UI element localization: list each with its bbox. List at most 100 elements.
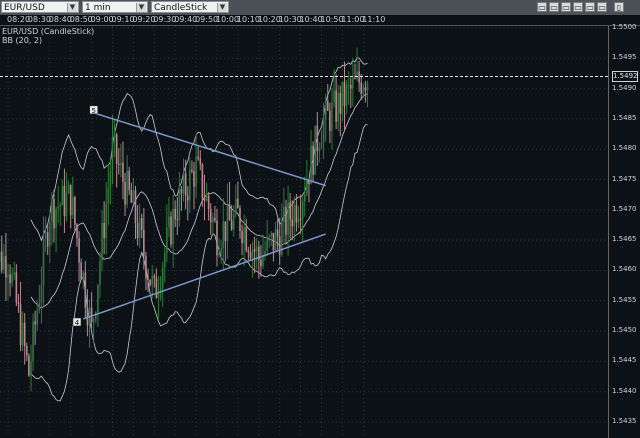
candle-body <box>53 198 55 229</box>
candle-body <box>107 187 110 204</box>
candle-body <box>113 134 116 138</box>
candle-body <box>228 204 231 221</box>
candle-body <box>67 184 70 194</box>
lower-point-marker-label: 4 <box>75 319 80 327</box>
candle-body <box>86 307 89 326</box>
x-tick-label: 09:30 <box>153 15 177 24</box>
y-tick-label: 1.5470 <box>612 204 637 213</box>
candle-body <box>354 77 356 79</box>
candle-body <box>65 193 68 217</box>
candle-body <box>349 84 352 89</box>
candle-body <box>23 322 26 347</box>
candle-body <box>318 148 321 152</box>
candle-body <box>303 194 306 202</box>
candle-body <box>337 92 340 122</box>
candle-body <box>147 278 149 280</box>
candle-body <box>34 321 36 325</box>
candle-body <box>157 293 160 298</box>
candle-body <box>253 249 256 252</box>
candle-body <box>312 145 314 175</box>
y-tick-label: 1.5495 <box>612 53 637 62</box>
candle-body <box>105 203 108 239</box>
candle-body <box>38 302 41 311</box>
candle-body <box>324 101 327 120</box>
candle-body <box>243 227 245 244</box>
candle-body <box>7 274 9 278</box>
candle-body <box>364 87 367 91</box>
window-button-2[interactable]: ▭ <box>549 2 559 12</box>
candle-body <box>193 171 195 187</box>
candle-body <box>132 190 135 203</box>
candle-body <box>205 195 208 201</box>
candle-body <box>49 221 51 247</box>
candle-body <box>310 145 312 185</box>
candle-body <box>301 201 304 219</box>
candle-body <box>40 285 43 303</box>
candle-body <box>199 158 202 165</box>
legend-symbol: EUR/USD (CandleStick) <box>2 27 95 36</box>
x-tick-label: 10:20 <box>257 15 281 24</box>
candle-body <box>0 251 3 270</box>
chart-type-dropdown[interactable]: CandleStick ▼ <box>151 1 229 13</box>
candle-body <box>262 255 264 267</box>
chart-grid <box>0 26 608 438</box>
candle-body <box>201 164 204 199</box>
window-button-4[interactable]: ▭ <box>573 2 583 12</box>
candle-body <box>251 249 254 258</box>
candle-body <box>195 156 197 187</box>
candle-body <box>92 318 95 322</box>
candle-body <box>352 77 354 89</box>
candle-body <box>358 71 360 83</box>
candle-body <box>306 180 308 195</box>
window-button-6[interactable]: ▭ <box>597 2 607 12</box>
candle-body <box>17 302 20 305</box>
candle-body <box>26 346 28 356</box>
timeframe-dropdown[interactable]: 1 min ▼ <box>82 1 148 13</box>
candle-body <box>314 125 317 175</box>
candle-body <box>285 207 287 235</box>
candle-body <box>270 232 273 237</box>
window-button-3[interactable]: ▭ <box>561 2 571 12</box>
chevron-down-icon[interactable]: ▼ <box>67 3 77 12</box>
candle-body <box>15 272 18 303</box>
symbol-dropdown[interactable]: EUR/USD ▼ <box>1 1 79 13</box>
candle-body <box>249 252 252 258</box>
candle-body <box>245 227 248 251</box>
chevron-down-icon[interactable]: ▼ <box>217 3 227 12</box>
candle-body <box>197 156 199 159</box>
candle-body <box>203 198 206 201</box>
candle-body <box>176 219 179 221</box>
candle-body <box>362 87 365 94</box>
candle-body <box>339 92 342 114</box>
candle-body <box>180 189 183 194</box>
chevron-down-icon[interactable]: ▼ <box>136 3 146 12</box>
candle-body <box>130 190 133 203</box>
price-chart[interactable]: 54 <box>0 26 608 438</box>
candle-body <box>326 101 329 111</box>
time-axis: 08:20 08:30 08:40 08:50 09:00 09:10 09:20 09:30… <box>0 15 640 26</box>
window-button-1[interactable]: ▭ <box>537 2 547 12</box>
y-tick-label: 1.5440 <box>612 386 637 395</box>
candle-body <box>42 239 45 286</box>
candle-body <box>168 216 170 228</box>
window-button-7[interactable]: ▯ <box>614 2 624 12</box>
candle-body <box>3 255 5 270</box>
bollinger-bands <box>30 57 368 402</box>
candle-body <box>214 217 216 221</box>
candle-body <box>347 84 350 86</box>
candle-body <box>36 310 39 325</box>
candle-body <box>237 198 239 209</box>
y-tick-label: 1.5480 <box>612 144 637 153</box>
candle-body <box>329 110 331 131</box>
candle-body <box>30 360 32 376</box>
candle-body <box>293 204 296 227</box>
candle-body <box>280 221 283 255</box>
candle-body <box>170 216 172 245</box>
candle-body <box>247 250 250 253</box>
candle-body <box>258 246 260 260</box>
window-button-5[interactable]: ▭ <box>585 2 595 12</box>
symbol-value: EUR/USD <box>4 3 45 13</box>
y-tick-label: 1.5500 <box>612 23 637 31</box>
x-tick-label: 08:30 <box>27 15 51 24</box>
candle-body <box>291 219 294 227</box>
